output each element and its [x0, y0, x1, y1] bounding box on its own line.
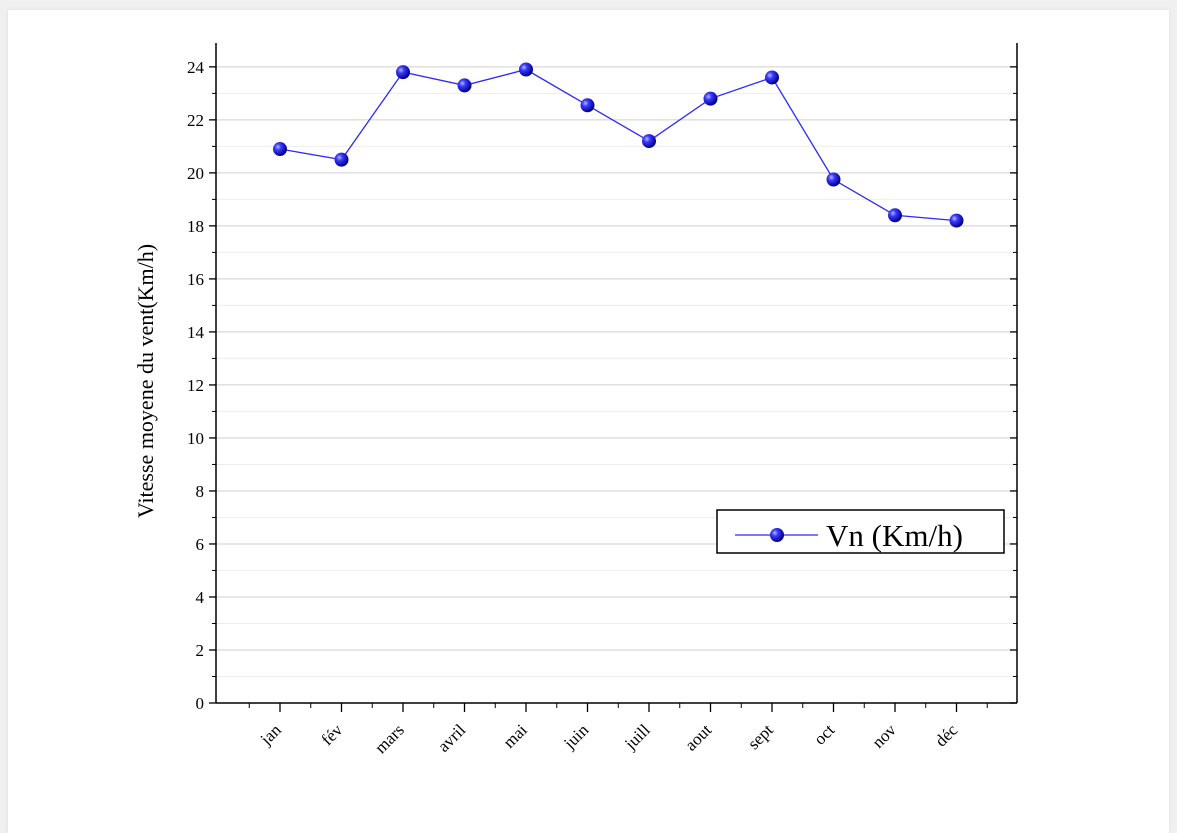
- legend-box: [716, 509, 1005, 554]
- data-point: [580, 98, 595, 113]
- x-tick-label: déc: [931, 720, 961, 750]
- y-tick-label: 2: [196, 641, 205, 660]
- y-tick-label: 8: [196, 482, 205, 501]
- x-tick-label: fév: [318, 720, 347, 749]
- data-point: [949, 213, 964, 228]
- y-tick-label: 22: [187, 111, 204, 130]
- legend: Vn (Km/h): [716, 509, 1005, 554]
- data-point: [457, 78, 472, 93]
- x-tick-label: avril: [434, 720, 470, 756]
- x-tick-label: nov: [868, 720, 900, 752]
- x-tick-label: mars: [371, 720, 408, 757]
- grid-lines: [216, 66, 1017, 677]
- y-tick-label: 14: [187, 323, 205, 342]
- x-tick-label: aout: [681, 720, 715, 754]
- y-tick-label: 0: [196, 694, 205, 713]
- y-tick-label: 16: [187, 270, 204, 289]
- y-tick-label: 6: [196, 535, 205, 554]
- y-tick-label: 24: [187, 58, 205, 77]
- x-tick-label: juin: [559, 720, 592, 753]
- y-tick-label: 18: [187, 217, 204, 236]
- y-axis-title: Vitesse moyene du vent(Km/h): [133, 244, 158, 518]
- data-point: [703, 91, 718, 106]
- data-point: [888, 208, 902, 223]
- series-line: [279, 68, 957, 222]
- y-tick-label: 20: [187, 164, 204, 183]
- x-tick-label: sept: [744, 720, 777, 753]
- x-tick-label: jan: [256, 720, 285, 749]
- x-tick-label: mai: [499, 720, 531, 752]
- data-point: [396, 65, 410, 80]
- data-point: [765, 70, 779, 85]
- data-point: [826, 172, 841, 187]
- data-point: [642, 134, 656, 149]
- data-point: [519, 62, 533, 77]
- y-tick-label: 4: [196, 588, 205, 607]
- data-point: [334, 152, 349, 167]
- legend-marker-swatch: [770, 528, 784, 542]
- y-tick-label: 10: [187, 429, 204, 448]
- x-tick-label: juill: [620, 720, 654, 754]
- x-tick-label: oct: [810, 720, 838, 748]
- chart-card: [8, 10, 1169, 833]
- data-point: [273, 142, 287, 157]
- y-tick-label: 12: [187, 376, 204, 395]
- legend-label: Vn (Km/h): [826, 518, 963, 553]
- series: [273, 62, 964, 228]
